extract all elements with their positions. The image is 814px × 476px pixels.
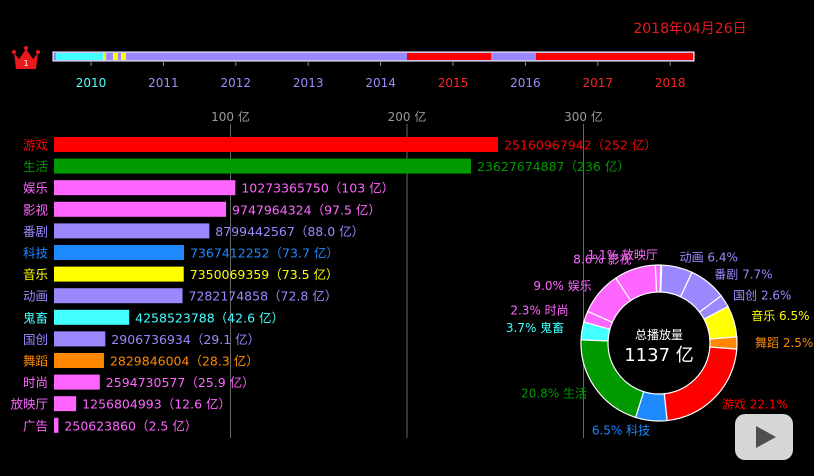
- timeline-segment: [407, 53, 491, 60]
- value-label: 2594730577（25.9 亿）: [106, 375, 255, 390]
- bar: [54, 396, 77, 412]
- category-label: 放映厅: [10, 397, 48, 412]
- slice-label: 8.6% 影视: [573, 251, 631, 266]
- bar: [54, 417, 59, 433]
- value-label: 2906736934（29.1 亿）: [111, 332, 260, 347]
- crown-icon: 1: [12, 46, 40, 69]
- timeline-segment: [121, 53, 126, 60]
- value-label: 250623860（2.5 亿）: [64, 418, 197, 433]
- category-label: 时尚: [23, 375, 48, 390]
- timeline: 2010 2011 2012 2013 2014 2015 2016 2017 2018: [52, 51, 695, 90]
- value-label: 7350069359（73.5 亿）: [190, 267, 339, 282]
- value-label: 7367412252（73.7 亿）: [190, 246, 339, 261]
- play-button[interactable]: [735, 414, 793, 460]
- bar: [54, 309, 130, 325]
- rank-badge: 1: [23, 59, 28, 68]
- donut-hole: [609, 293, 709, 393]
- value-label: 1256804993（12.6 亿）: [82, 397, 231, 412]
- bar: [54, 353, 104, 368]
- x-tick-label: 100 亿: [211, 109, 250, 124]
- category-label: 影视: [23, 202, 49, 217]
- timeline-year-label: 2010: [76, 76, 107, 90]
- category-label: 番剧: [23, 224, 48, 239]
- slice-label: 2.3% 时尚: [510, 303, 568, 317]
- bar: [54, 245, 185, 260]
- timeline-year-label: 2017: [583, 76, 614, 90]
- bar: [54, 223, 210, 239]
- donut-center-label: 总播放量: [635, 327, 683, 342]
- timeline-year-label: 2015: [438, 76, 469, 90]
- x-tick-label: 300 亿: [564, 109, 603, 124]
- value-label: 25160967942（252 亿）: [504, 138, 657, 153]
- bar: [54, 180, 236, 196]
- slice-label: 1.1% 放映厅: [588, 247, 658, 262]
- timeline-year-label: 2011: [148, 76, 179, 90]
- bar: [54, 331, 106, 347]
- slice-label: 20.8% 生活: [521, 387, 587, 401]
- timeline-year-label: 2016: [510, 76, 541, 90]
- slice-label: 音乐 6.5%: [751, 308, 809, 323]
- timeline-segment: [113, 53, 118, 60]
- slice-label: 舞蹈 2.5%: [755, 336, 813, 350]
- category-label: 音乐: [23, 267, 48, 282]
- timeline-year-label: 2012: [221, 76, 252, 90]
- value-label: 9747964324（97.5 亿）: [232, 202, 381, 217]
- bar: [54, 374, 100, 390]
- value-label: 7282174858（72.8 亿）: [189, 289, 338, 304]
- timeline-segment: [103, 53, 106, 60]
- bar: [54, 288, 183, 304]
- timeline-year-label: 2014: [365, 76, 396, 90]
- timeline-year-label: 2013: [293, 76, 324, 90]
- slice-label: 游戏 22.1%: [722, 397, 788, 411]
- slice-label: 9.0% 娱乐: [533, 279, 591, 293]
- value-label: 2829846004（28.3 亿）: [110, 354, 259, 369]
- slice-label: 动画 6.4%: [680, 250, 738, 264]
- current-date: 2018年04月26日: [633, 21, 747, 37]
- timeline-track: [52, 51, 695, 62]
- category-label: 娱乐: [23, 181, 48, 196]
- slice-label: 3.7% 鬼畜: [506, 320, 564, 335]
- donut-slice: [654, 264, 662, 293]
- donut-center-value: 1137 亿: [624, 345, 694, 366]
- donut-chart: 动画 6.4% 番剧 7.7% 国创 2.6% 音乐 6.5% 舞蹈 2.5% 游戏 22…: [506, 247, 813, 438]
- timeline-year-label: 2018: [655, 76, 686, 90]
- slice-label: 番剧 7.7%: [714, 268, 772, 282]
- timeline-segment: [56, 53, 103, 60]
- timeline-segment: [536, 53, 693, 60]
- category-label: 国创: [23, 332, 48, 347]
- bar: [54, 158, 472, 174]
- category-label: 舞蹈: [23, 354, 48, 369]
- bar-chart: 100 亿 200 亿 300 亿游戏 25160967942（252 亿） 生活 236…: [10, 109, 657, 438]
- value-label: 4258523788（42.6 亿）: [135, 310, 284, 325]
- category-label: 广告: [23, 418, 48, 433]
- bar: [54, 201, 227, 217]
- value-label: 10273365750（103 亿）: [241, 181, 394, 196]
- x-tick-label: 200 亿: [388, 109, 427, 124]
- value-label: 8799442567（88.0 亿）: [215, 224, 364, 239]
- bar: [54, 137, 499, 152]
- slice-label: 国创 2.6%: [733, 289, 791, 303]
- category-label: 科技: [23, 246, 49, 261]
- slice-label: 6.5% 科技: [592, 424, 650, 438]
- value-label: 23627674887（236 亿）: [477, 159, 630, 174]
- category-label: 生活: [23, 159, 48, 174]
- category-label: 鬼畜: [23, 310, 48, 325]
- category-label: 动画: [23, 289, 48, 304]
- bar: [54, 266, 184, 282]
- category-label: 游戏: [23, 138, 48, 153]
